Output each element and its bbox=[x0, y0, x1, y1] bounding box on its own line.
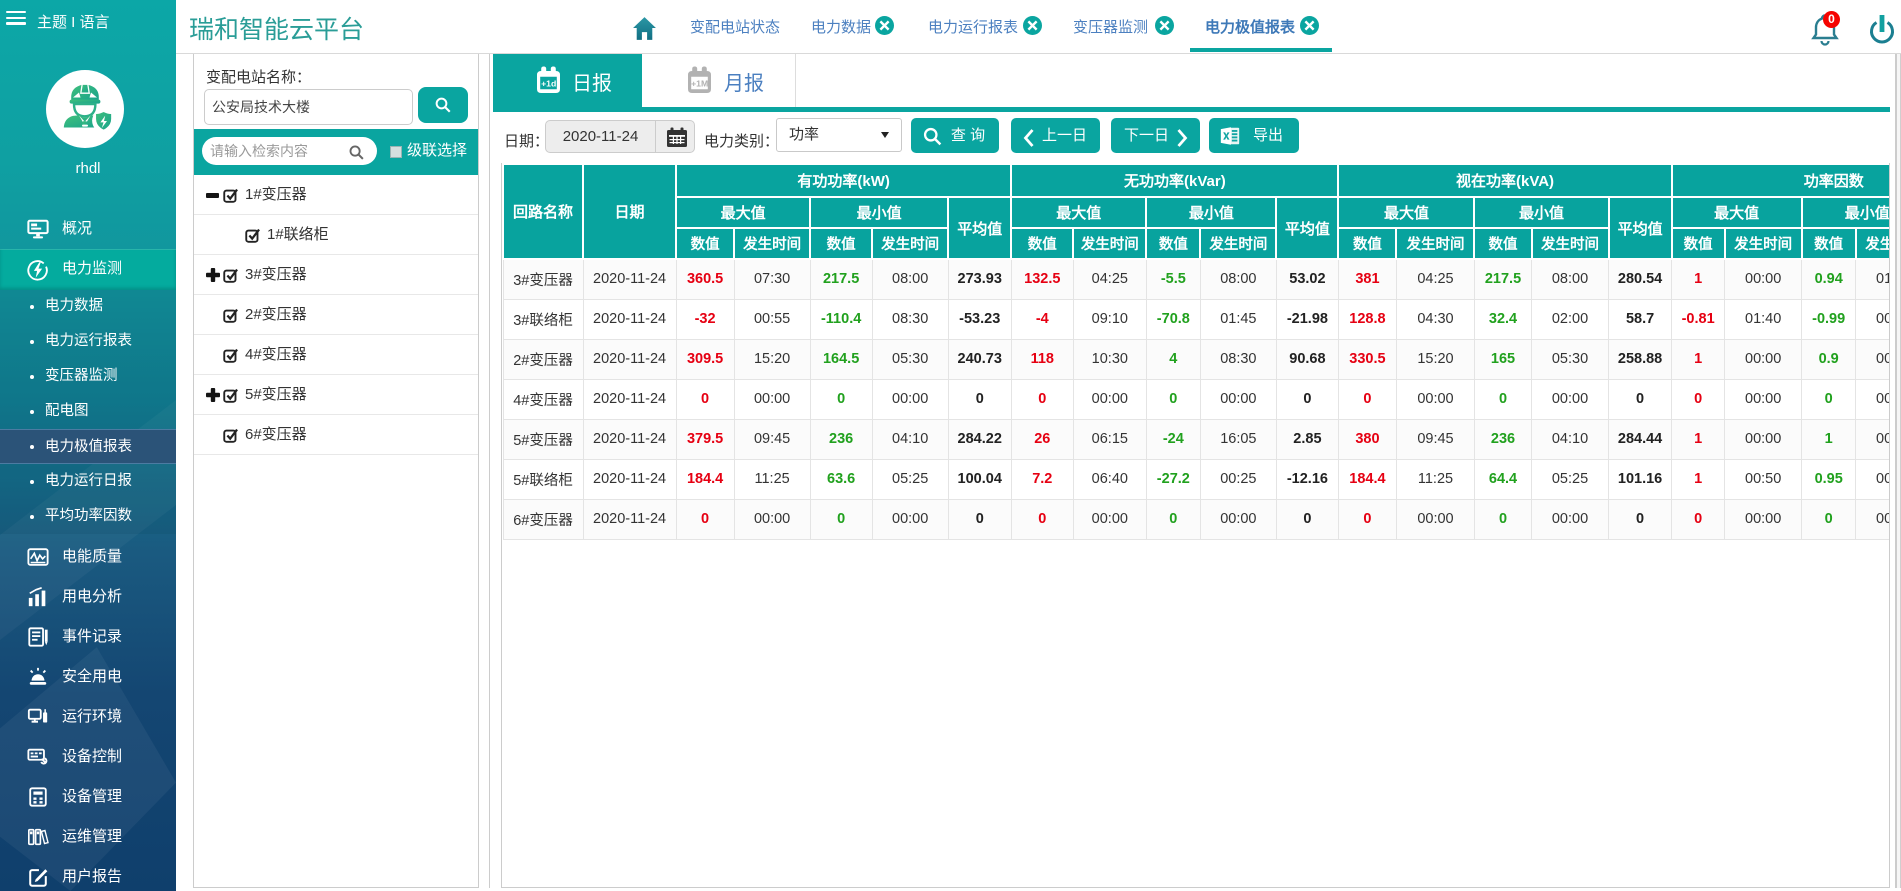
svg-text:+1M: +1M bbox=[691, 79, 708, 89]
svg-text:+1d: +1d bbox=[541, 79, 556, 89]
